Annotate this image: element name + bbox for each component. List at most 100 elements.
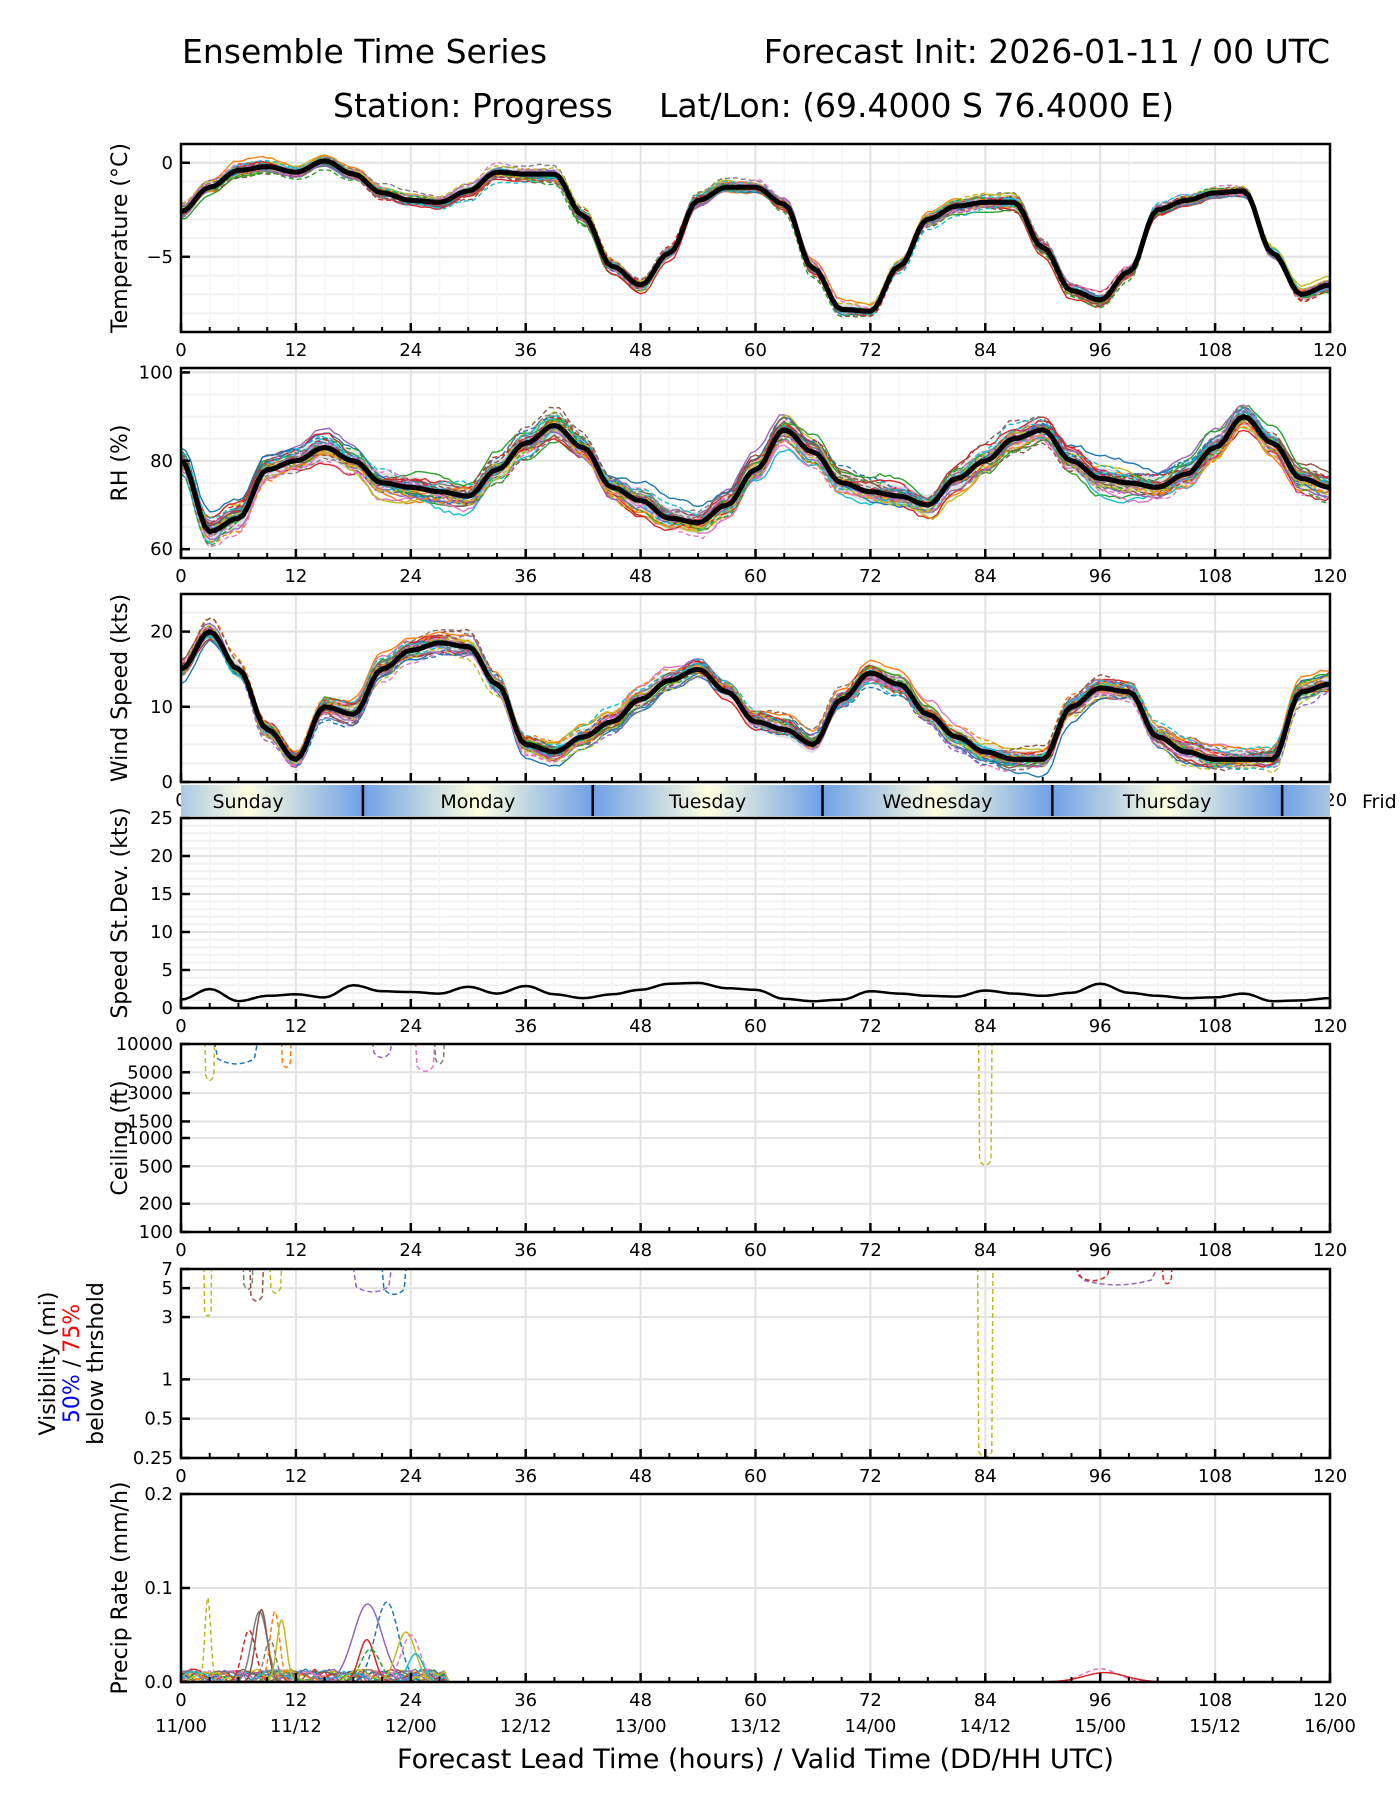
ensemble-member-event	[222, 1629, 276, 1682]
station-name: Station: Progress	[333, 86, 613, 125]
ensemble-mean-line	[181, 414, 1330, 534]
x-tick-label: 108	[1198, 1690, 1232, 1711]
x-tick-label: 36	[514, 566, 537, 587]
y-axis-label: Speed St.Dev. (kts)	[108, 807, 133, 1018]
x-tick-label: 48	[629, 1016, 652, 1037]
x-tick-label-valid-time: 15/00	[1074, 1716, 1126, 1737]
x-tick-label: 0	[175, 566, 186, 587]
stdev-line	[181, 981, 1330, 1003]
panel-speed-stdev: 0 5 10 15 20 25 0 12 24 36 48 60 72 84 96 108 120 Speed S…	[108, 807, 1347, 1037]
ensemble-member-line	[181, 159, 1330, 316]
x-tick-label: 60	[744, 1690, 767, 1711]
x-tick-label: 12	[284, 566, 307, 587]
x-tick-label: 84	[974, 1690, 997, 1711]
y-axis-label-part: 75%	[60, 1304, 85, 1353]
y-axis-label: Ceiling (ft)	[108, 1080, 133, 1195]
x-tick-label: 72	[859, 1690, 882, 1711]
ensemble-member-event	[340, 1601, 432, 1682]
ensemble-member-event	[367, 1631, 444, 1682]
y-tick-label: 5000	[127, 1062, 173, 1083]
ensemble-member-event	[242, 1269, 254, 1291]
ensemble-member-line	[181, 1668, 1330, 1682]
x-tick-label: 12	[284, 1466, 307, 1487]
x-tick-label-valid-time: 13/00	[615, 1716, 667, 1737]
ensemble-member-event	[249, 1269, 265, 1302]
y-tick-label: 1500	[127, 1111, 173, 1132]
y-axis-label-part: 50%	[60, 1374, 85, 1423]
x-tick-label: 48	[629, 1690, 652, 1711]
x-tick-label: 24	[399, 1016, 422, 1037]
y-tick-label: 0.0	[144, 1672, 173, 1693]
ensemble-member-event	[255, 1610, 295, 1682]
x-tick-label: 12	[284, 1240, 307, 1261]
x-tick-label-valid-time: 14/12	[959, 1716, 1011, 1737]
x-tick-label: 0	[175, 1466, 186, 1487]
ensemble-member-event	[262, 1618, 301, 1682]
x-tick-label: 48	[629, 340, 652, 361]
x-tick-label: 96	[1089, 1240, 1112, 1261]
x-tick-label: 24	[399, 1466, 422, 1487]
ensemble-member-event	[203, 1269, 213, 1317]
forecast-init: Forecast Init: 2026-01-11 / 00 UTC	[763, 32, 1330, 71]
y-tick-label: 5	[162, 960, 173, 981]
y-tick-label: 1000	[127, 1128, 173, 1149]
x-tick-label: 0	[175, 1240, 186, 1261]
x-tick-label-valid-time: 11/12	[270, 1716, 322, 1737]
ensemble-member-event	[352, 1269, 393, 1293]
y-tick-label: 3	[162, 1307, 173, 1328]
x-tick-label: 72	[859, 340, 882, 361]
y-tick-label: 80	[150, 451, 173, 472]
x-tick-label: 108	[1198, 340, 1232, 361]
x-tick-label: 48	[629, 1240, 652, 1261]
day-label: Wednesday	[882, 791, 992, 813]
x-tick-label: 96	[1089, 566, 1112, 587]
x-tick-label: 108	[1198, 1016, 1232, 1037]
x-tick-label: 48	[629, 566, 652, 587]
ensemble-member-event	[204, 1044, 216, 1082]
x-axis-title: Forecast Lead Time (hours) / Valid Time …	[397, 1744, 1114, 1775]
day-label: Sunday	[212, 791, 283, 813]
x-tick-label: 72	[859, 1466, 882, 1487]
x-tick-label: 96	[1089, 1466, 1112, 1487]
ensemble-member-event	[1076, 1269, 1158, 1286]
series-group	[181, 154, 1330, 318]
ensemble-member-event	[196, 1597, 219, 1682]
x-tick-label: 84	[974, 566, 997, 587]
y-tick-label: 0.2	[144, 1484, 173, 1505]
x-tick-label: 36	[514, 1240, 537, 1261]
x-tick-label: 84	[974, 1240, 997, 1261]
y-tick-label: 60	[150, 539, 173, 560]
ensemble-member-line	[181, 404, 1330, 538]
x-tick-label: 36	[514, 1690, 537, 1711]
x-tick-label: 120	[1313, 1016, 1347, 1037]
day-label: Frid	[1362, 791, 1397, 813]
ensemble-mean-line	[181, 158, 1330, 314]
day-label: Thursday	[1122, 791, 1211, 813]
x-tick-label: 84	[974, 1016, 997, 1037]
y-axis-label: Precip Rate (mm/h)	[108, 1482, 133, 1695]
ensemble-member-event	[1076, 1269, 1110, 1282]
ensemble-member-event	[381, 1269, 407, 1296]
series-group	[181, 617, 1330, 778]
ensemble-member-event	[372, 1044, 393, 1059]
y-tick-label: 0.25	[133, 1448, 173, 1469]
x-tick-label: 36	[514, 340, 537, 361]
y-axis-label: RH (%)	[108, 425, 133, 502]
x-tick-label: 60	[744, 340, 767, 361]
ensemble-member-line	[181, 157, 1330, 312]
x-tick-label: 96	[1089, 340, 1112, 361]
x-tick-label: 12	[284, 1016, 307, 1037]
x-tick-label: 36	[514, 1016, 537, 1037]
x-tick-label: 96	[1089, 1690, 1112, 1711]
ensemble-member-event	[310, 1603, 425, 1682]
ensemble-member-event	[214, 1044, 258, 1065]
ensemble-member-line	[181, 411, 1330, 545]
day-label: Monday	[440, 791, 515, 813]
ensemble-member-event	[434, 1044, 445, 1065]
x-tick-label: 108	[1198, 566, 1232, 587]
x-tick-label: 120	[1313, 340, 1347, 361]
ensemble-member-event	[280, 1044, 292, 1069]
ensemble-member-line	[181, 634, 1330, 771]
